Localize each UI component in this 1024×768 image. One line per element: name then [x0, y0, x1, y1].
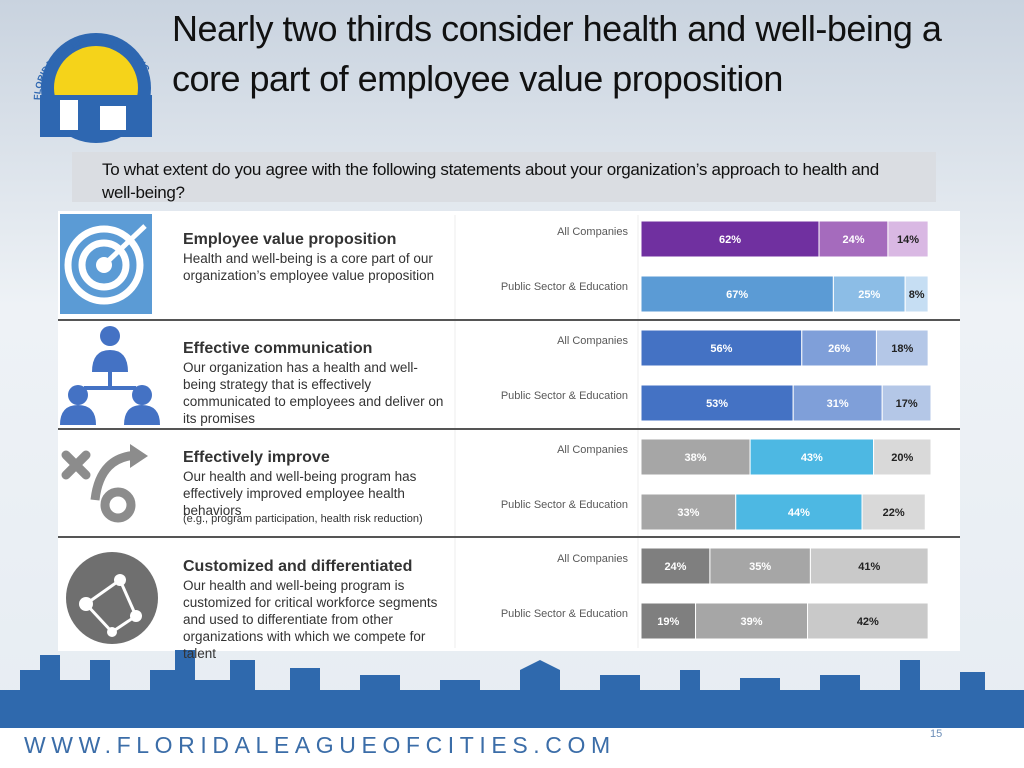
logo: FLORIDA LEAGUE OF CITIES, INC. — [32, 33, 153, 143]
network-icon — [66, 552, 158, 644]
bar-segment — [881, 384, 932, 422]
statement-description: Our health and well-being program has ef… — [183, 469, 417, 518]
bar-segment — [809, 547, 929, 585]
value-label: 20% — [891, 452, 913, 464]
value-label: 26% — [828, 343, 850, 355]
bar-segment — [735, 493, 863, 531]
bar-segment — [640, 547, 711, 585]
bar-segment — [709, 547, 811, 585]
value-label: 8% — [909, 289, 925, 301]
category-label: All Companies — [557, 553, 628, 565]
target-icon — [60, 214, 152, 314]
play-icon — [61, 444, 148, 523]
value-label: 38% — [685, 452, 707, 464]
statement-note: (e.g., program participation, health ris… — [183, 513, 423, 525]
value-label: 24% — [842, 234, 864, 246]
value-label: 62% — [719, 234, 741, 246]
category-label: Public Sector & Education — [501, 390, 628, 402]
bar-segment — [887, 220, 929, 258]
slide-title: Nearly two thirds consider health and we… — [172, 8, 942, 99]
statement-description: Our health and well-being program is cus… — [183, 578, 438, 661]
bar-segment — [792, 384, 883, 422]
bar-segment — [807, 602, 929, 640]
value-label: 67% — [726, 289, 748, 301]
value-label: 19% — [657, 616, 679, 628]
category-label: All Companies — [557, 444, 628, 456]
value-label: 18% — [891, 343, 913, 355]
footer-band — [0, 728, 1024, 768]
bar-segment — [749, 438, 875, 476]
bar-segment — [640, 384, 794, 422]
value-label: 14% — [897, 234, 919, 246]
value-label: 24% — [664, 561, 686, 573]
value-label: 56% — [710, 343, 732, 355]
statement-title: Employee value proposition — [183, 231, 397, 248]
value-label: 22% — [883, 507, 905, 519]
value-label: 31% — [827, 398, 849, 410]
category-label: All Companies — [557, 335, 628, 347]
skyline — [0, 650, 1024, 728]
statement-description: Our organization has a health and well-b… — [183, 360, 444, 426]
value-label: 53% — [706, 398, 728, 410]
bar-segment — [904, 275, 929, 313]
statement-description: Health and well-being is a core part of … — [183, 251, 435, 283]
value-label: 25% — [858, 289, 880, 301]
footer: WWW.FLORIDALEAGUEOFCITIES.COM — [24, 732, 616, 758]
value-label: 39% — [741, 616, 763, 628]
statement-title: Effectively improve — [183, 449, 330, 466]
bar-segment — [818, 220, 889, 258]
bar-segment — [640, 438, 751, 476]
value-label: 44% — [788, 507, 810, 519]
value-label: 42% — [857, 616, 879, 628]
people-icon — [60, 326, 160, 425]
bar-segment — [640, 329, 803, 367]
bar-segment — [875, 329, 929, 367]
bar-segment — [801, 329, 877, 367]
value-label: 17% — [896, 398, 918, 410]
value-label: 41% — [858, 561, 880, 573]
bar-segment — [873, 438, 932, 476]
statement-title: Customized and differentiated — [183, 558, 413, 575]
category-label: Public Sector & Education — [501, 608, 628, 620]
bar-segment — [640, 275, 834, 313]
category-label: All Companies — [557, 226, 628, 238]
page-number: 15 — [930, 728, 943, 740]
bar-segment — [695, 602, 809, 640]
category-label: Public Sector & Education — [501, 499, 628, 511]
value-label: 43% — [801, 452, 823, 464]
bar-segment — [640, 220, 820, 258]
statement-title: Effective communication — [183, 340, 373, 357]
bar-segment — [861, 493, 926, 531]
category-label: Public Sector & Education — [501, 281, 628, 293]
bar-segment — [640, 493, 737, 531]
value-label: 35% — [749, 561, 771, 573]
question: To what extent do you agree with the fol… — [72, 152, 936, 202]
value-label: 33% — [677, 507, 699, 519]
